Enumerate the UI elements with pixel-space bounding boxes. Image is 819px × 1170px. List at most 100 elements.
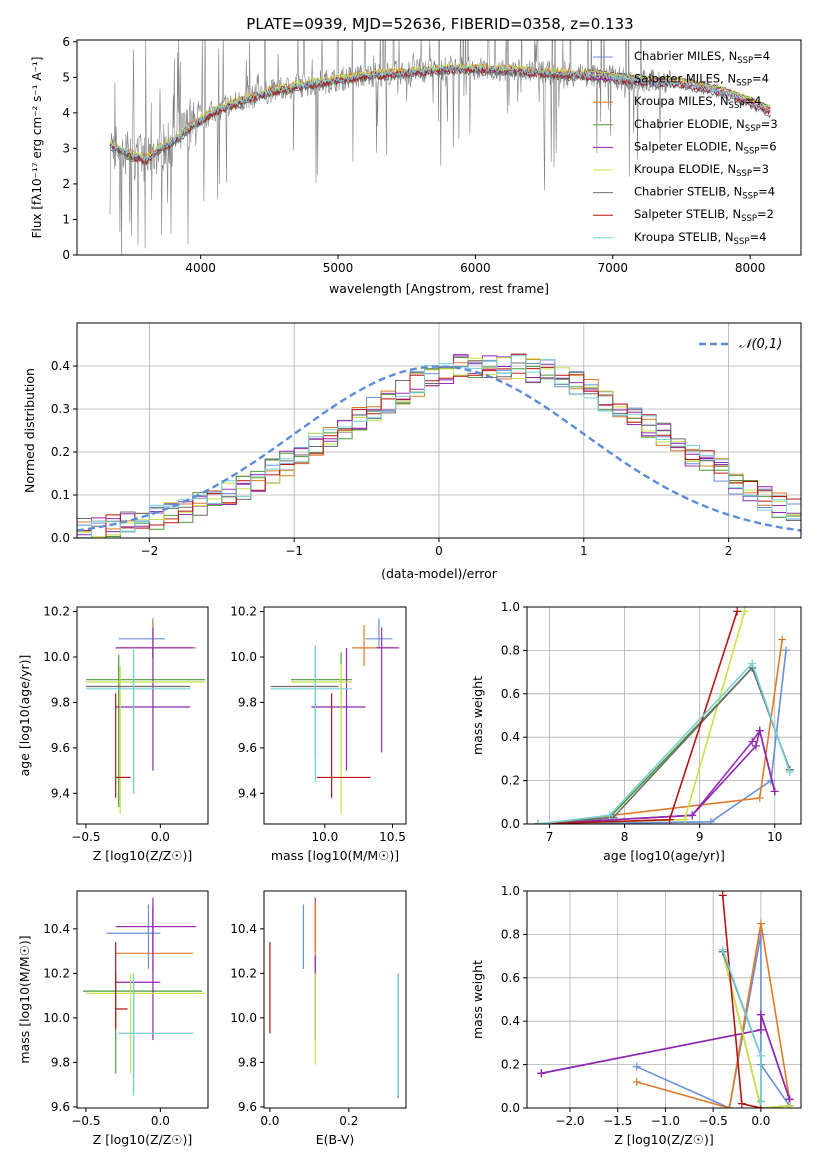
x-tick-label: 1 (580, 544, 588, 558)
axes-frame (76, 39, 802, 256)
y-tick-label: 0.4 (501, 730, 520, 744)
histogram-step-line (77, 360, 801, 527)
age-vs-Z-axes: −0.5 0.0 9.4 9.6 9.8 10.0 10.2 Z [log10(Z/Z☉)] a… (17, 605, 209, 863)
weight-marker (688, 811, 697, 820)
y-axis-label: mass [log10(M/M☉)] (17, 935, 32, 1063)
mass-vs-EBV-axes: 0.0 0.2 9.6 9.8 10.0 10.2 10.4 E(B-V) (230, 890, 407, 1147)
y-tick-label: 10.0 (230, 1011, 257, 1025)
plot-layer: 4000 5000 6000 7000 8000 0 1 2 3 4 5 6 wavelength [A… (17, 35, 802, 1147)
spectrum-axes: 4000 5000 6000 7000 8000 0 1 2 3 4 5 6 wavelength [A… (30, 35, 802, 296)
y-tick-label: 0 (62, 248, 70, 262)
x-tick-label: 2 (725, 544, 733, 558)
y-tick-label: 0.1 (51, 488, 70, 502)
weight-marker (785, 767, 794, 776)
y-tick-label: 0.4 (51, 359, 70, 373)
legend-value: =3 (752, 162, 769, 176)
weight-marker (756, 919, 765, 928)
axes-frame (76, 322, 802, 539)
weight-lines (537, 891, 794, 1108)
legend-subscript: SSP (734, 237, 750, 247)
y-tick-label: 0.8 (501, 643, 520, 657)
axes-frame (76, 890, 209, 1109)
axes-frame (263, 890, 407, 1109)
legend-value: =3 (761, 117, 778, 131)
x-axis-label: mass [log10(M/M☉)] (271, 848, 399, 863)
errorbars (82, 897, 206, 1096)
axes-frame (76, 606, 209, 825)
weight-marker (740, 607, 749, 616)
weight-series-line (541, 1014, 791, 1100)
weight-vs-age-axes: 7 8 9 10 0.0 0.2 0.4 0.6 0.8 1.0 age [log10(age/yr… (470, 600, 802, 863)
x-tick-label: 0.0 (260, 1114, 279, 1128)
y-tick-label: 10.2 (43, 966, 70, 980)
legend-value: =4 (753, 49, 770, 63)
y-tick-label: 0.2 (501, 1058, 520, 1072)
weight-marker (680, 815, 689, 824)
x-tick-label: −0.5 (71, 1114, 100, 1128)
data-spectrum-line (109, 40, 671, 255)
x-axis-label: Z [log10(Z/Z☉)] (93, 848, 193, 863)
x-tick-label: 8000 (735, 261, 766, 275)
legend-value: =4 (749, 230, 766, 244)
y-axis-label: mass weight (470, 676, 485, 755)
weight-marker (632, 1062, 641, 1071)
model-spectrum-line (109, 64, 771, 162)
x-tick-label: 8 (621, 830, 629, 844)
x-tick-label: 0.0 (151, 1114, 170, 1128)
errorbars (269, 897, 399, 1098)
y-tick-label: 0.3 (51, 402, 70, 416)
x-axis-label: wavelength [Angstrom, rest frame] (329, 281, 549, 296)
weight-vs-Z-axes: −2.0 −1.5 −1.0 −0.5 0.0 0.0 0.2 0.4 0.6 0.8 1.0 Z [… (470, 884, 802, 1147)
weight-marker (756, 1097, 765, 1106)
x-tick-label: −1 (285, 544, 303, 558)
y-tick-label: 0.0 (501, 1101, 520, 1115)
y-tick-label: 9.8 (238, 695, 257, 709)
legend-value: =4 (744, 94, 761, 108)
y-tick-label: 0.2 (51, 445, 70, 459)
y-tick-label: 1.0 (501, 884, 520, 898)
x-tick-label: 0.0 (751, 1114, 770, 1128)
y-tick-label: 10.4 (43, 922, 70, 936)
y-tick-label: 0.4 (501, 1014, 520, 1028)
y-tick-label: 0.2 (501, 774, 520, 788)
weight-marker (756, 1051, 765, 1060)
y-tick-label: 9.4 (51, 786, 70, 800)
y-tick-label: 1 (62, 212, 70, 226)
y-tick-label: 10.2 (230, 605, 257, 619)
y-tick-label: 9.6 (238, 1100, 257, 1114)
weight-marker (733, 607, 742, 616)
x-tick-label: 10 (767, 830, 782, 844)
legend-entry: Kroupa STELIB, NSSP=4 (634, 230, 766, 247)
weight-marker (632, 1077, 641, 1086)
weight-marker (755, 726, 764, 735)
errorbars (270, 618, 400, 814)
age-vs-mass-axes: 10.0 10.5 9.4 9.6 9.8 10.0 10.2 mass [log10(M/M… (230, 605, 407, 863)
y-axis-label: age [log10(age/yr)] (17, 655, 32, 777)
y-tick-label: 3 (62, 141, 70, 155)
y-tick-label: 10.4 (230, 922, 257, 936)
spectrum-lines (109, 40, 771, 255)
y-tick-label: 6 (62, 35, 70, 49)
residual-histogram-axes: −2 −1 0 1 2 0.0 0.1 0.2 0.3 0.4 (data-model)/error… (22, 322, 802, 581)
y-tick-label: 0.0 (501, 817, 520, 831)
y-tick-label: 0.0 (51, 531, 70, 545)
y-tick-label: 9.6 (51, 741, 70, 755)
legend-value: =2 (757, 207, 774, 221)
x-tick-label: −2.0 (555, 1114, 584, 1128)
weight-marker (756, 1010, 765, 1019)
y-tick-label: 9.8 (238, 1055, 257, 1069)
legend-entry: Kroupa ELODIE, NSSP=3 (634, 162, 769, 179)
y-tick-label: 10.2 (230, 966, 257, 980)
y-tick-label: 9.6 (51, 1100, 70, 1114)
weight-marker (748, 737, 757, 746)
x-tick-label: 6000 (460, 261, 491, 275)
weight-marker (755, 793, 764, 802)
weight-marker (534, 820, 543, 824)
legend-subscript: SSP (742, 192, 758, 202)
weight-marker (778, 635, 787, 644)
x-tick-label: 0.2 (339, 1114, 358, 1128)
weight-marker (781, 646, 790, 655)
axes-frame (526, 606, 802, 825)
weight-marker (748, 659, 757, 668)
